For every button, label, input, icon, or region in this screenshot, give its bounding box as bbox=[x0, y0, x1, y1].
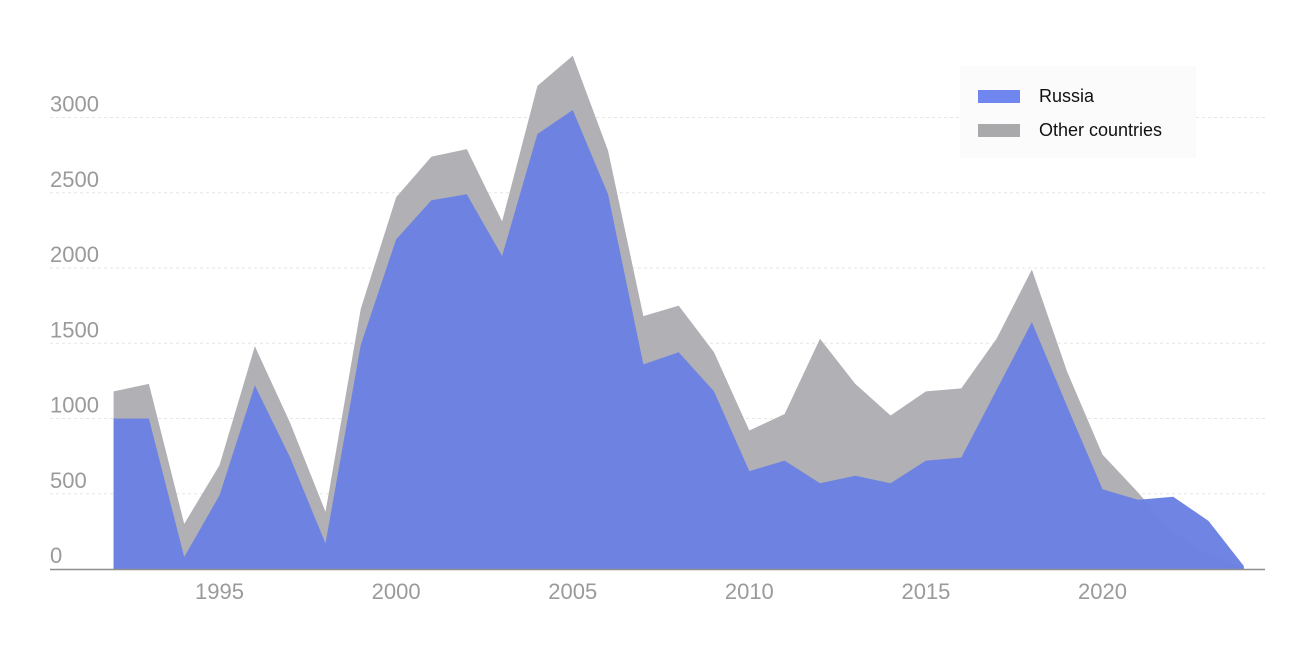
legend-item-other-countries: Other countries bbox=[978, 120, 1162, 141]
y-tick-label-2500: 2500 bbox=[50, 167, 99, 192]
x-tick-label-2015: 2015 bbox=[901, 579, 950, 604]
y-tick-label-1500: 1500 bbox=[50, 317, 99, 342]
legend-swatch-other-countries bbox=[978, 124, 1020, 137]
y-tick-label-3000: 3000 bbox=[50, 92, 99, 117]
legend: Russia Other countries bbox=[960, 66, 1196, 158]
y-tick-label-2000: 2000 bbox=[50, 242, 99, 267]
legend-item-russia: Russia bbox=[978, 86, 1094, 107]
y-tick-label-0: 0 bbox=[50, 543, 62, 568]
x-tick-label-2010: 2010 bbox=[725, 579, 774, 604]
x-tick-label-2005: 2005 bbox=[548, 579, 597, 604]
x-tick-label-2020: 2020 bbox=[1078, 579, 1127, 604]
y-tick-label-500: 500 bbox=[50, 468, 87, 493]
legend-swatch-russia bbox=[978, 90, 1020, 103]
area-russia bbox=[113, 109, 1244, 569]
legend-label-other-countries: Other countries bbox=[1039, 120, 1163, 140]
legend-label-russia: Russia bbox=[1039, 86, 1095, 106]
x-tick-label-1995: 1995 bbox=[195, 579, 244, 604]
x-tick-label-2000: 2000 bbox=[372, 579, 421, 604]
y-tick-label-1000: 1000 bbox=[50, 393, 99, 418]
